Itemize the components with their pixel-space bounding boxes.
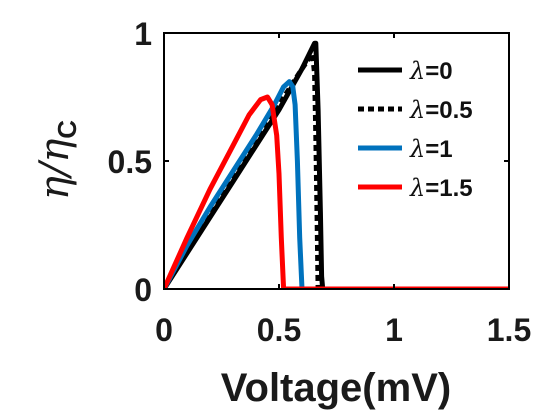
y-tick-label: 0 xyxy=(134,272,152,308)
x-tick-label: 0 xyxy=(155,312,173,348)
legend-entry-label: λ=0 xyxy=(409,57,453,85)
series-line-2 xyxy=(164,79,509,289)
y-axis-label-main: η/η xyxy=(32,139,78,200)
y-axis-label: η/ηC xyxy=(32,120,82,200)
y-tick-label: 0.5 xyxy=(108,144,152,180)
legend-entry-label: λ=1 xyxy=(409,135,453,163)
series-line-0 xyxy=(164,40,509,289)
legend-entry-label: λ=0.5 xyxy=(409,96,473,124)
series-line-3 xyxy=(164,94,509,289)
x-tick-label: 0.5 xyxy=(257,312,301,348)
x-tick-label: 1 xyxy=(385,312,403,348)
series-layer xyxy=(164,40,509,289)
x-tick-label: 1.5 xyxy=(487,312,531,348)
y-axis-label-subscript: C xyxy=(52,120,82,139)
series-line-1 xyxy=(164,51,509,289)
ticks-layer: 0 0.5 1 1.5 0 0.5 1 xyxy=(108,16,532,348)
legend: λ=0 λ=0.5 λ=1 λ=1.5 xyxy=(358,57,473,202)
y-tick-label: 1 xyxy=(134,16,152,52)
axes-box xyxy=(163,32,510,290)
x-axis-label: Voltage(mV) xyxy=(221,366,451,410)
legend-entry-label: λ=1.5 xyxy=(409,174,473,202)
